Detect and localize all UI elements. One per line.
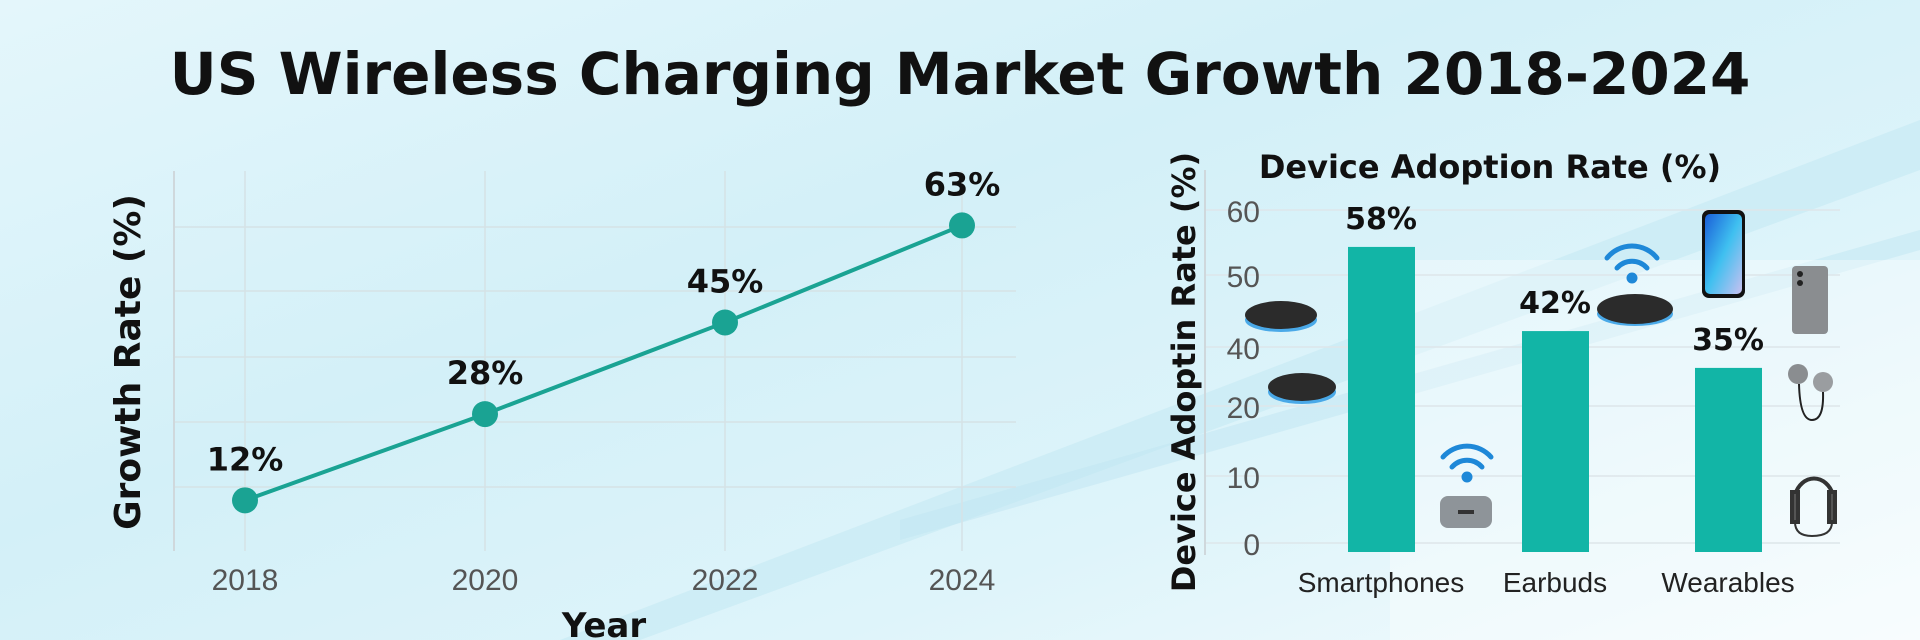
chart-title: US Wireless Charging Market Growth 2018-…	[170, 40, 1751, 108]
y-tick-label: 0	[1243, 529, 1260, 562]
bar	[1348, 246, 1415, 553]
data-label: 12%	[207, 440, 284, 478]
data-point	[949, 212, 975, 239]
y-axis-label: Growth Rate (%)	[108, 194, 149, 530]
phone-back-icon	[1792, 266, 1828, 334]
data-label: 63%	[924, 165, 1001, 203]
series-line	[244, 223, 963, 503]
y-tick-label: 40	[1227, 333, 1260, 366]
background-streak	[560, 120, 1920, 640]
bar-chart-title: Device Adoption Rate (%)	[1259, 148, 1721, 186]
x-tick-label: 2018	[212, 564, 279, 597]
wifi-icon	[1440, 443, 1494, 483]
x-tick-label: 2024	[929, 564, 996, 597]
y-tick-label: 50	[1227, 261, 1260, 294]
charging-pad-icon	[1597, 294, 1673, 326]
earbuds-icon	[1788, 364, 1833, 422]
y-tick-label: 20	[1227, 392, 1260, 425]
x-tick-label: Earbuds	[1503, 567, 1607, 598]
line-chart: Growth Rate (%) Year 12% 2018 28% 2020 45% 20…	[108, 165, 1016, 640]
data-label: 28%	[447, 354, 524, 392]
x-tick-label: Wearables	[1661, 567, 1794, 598]
data-label: 35%	[1692, 323, 1764, 358]
data-label: 45%	[687, 262, 764, 300]
charging-pad-icon	[1268, 373, 1336, 404]
bar	[1522, 331, 1589, 552]
headphones-icon	[1790, 476, 1837, 538]
x-axis-label: Year	[561, 606, 647, 640]
x-tick-label: Smartphones	[1298, 567, 1465, 598]
bar-chart: 60 50 40 20 10 0 Device Adoption Rate (%) Dev…	[1165, 148, 1840, 598]
data-label: 42%	[1519, 286, 1591, 321]
data-point	[472, 401, 498, 428]
data-point	[712, 309, 738, 336]
y-axis-label: Device Adoptin Rate (%)	[1165, 152, 1203, 592]
x-tick-label: 2022	[692, 564, 759, 597]
smartphone-icon	[1702, 210, 1745, 298]
data-point	[232, 487, 258, 514]
y-tick-label: 60	[1227, 196, 1260, 229]
bar	[1695, 367, 1762, 552]
wifi-icon	[1604, 243, 1660, 284]
x-tick-label: 2020	[452, 564, 519, 597]
charging-pad-icon	[1245, 301, 1317, 332]
earbud-case-icon	[1440, 496, 1492, 528]
data-label: 58%	[1345, 202, 1417, 237]
y-tick-label: 10	[1227, 462, 1260, 495]
